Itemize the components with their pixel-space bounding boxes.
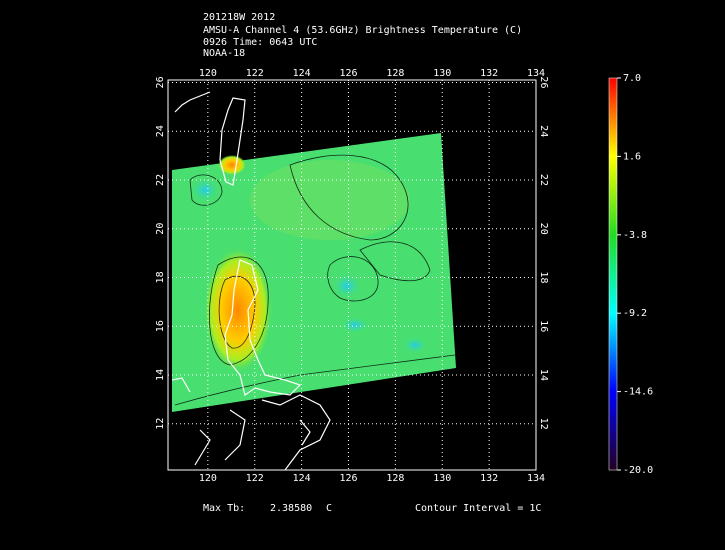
- y-tick-label: 24: [538, 125, 549, 137]
- coastline: [224, 259, 302, 396]
- x-tick-label: 134: [527, 473, 545, 484]
- colorbar-label: -9.2: [623, 308, 647, 319]
- header: 201218W 2012 AMSU-A Channel 4 (53.6GHz) …: [203, 12, 522, 59]
- y-tick-label: 16: [538, 320, 549, 332]
- data-field: [172, 133, 456, 412]
- coastline: [219, 97, 246, 186]
- colorbar-label: -14.6: [623, 387, 653, 398]
- y-tick-label: 20: [538, 223, 549, 235]
- x-tick-label: 124: [293, 68, 311, 79]
- contour-interval: Contour Interval = 1C: [415, 503, 541, 514]
- contour: [327, 256, 379, 302]
- max-unit: C: [326, 503, 332, 514]
- colorbar-labels: 7.0 1.6 -3.8 -9.2 -14.6 -20.0: [617, 73, 653, 476]
- y-tick-label: 26: [155, 76, 166, 88]
- cold-patch: [191, 178, 219, 202]
- x-tick-label: 126: [339, 473, 357, 484]
- max-value: 2.38580: [270, 503, 312, 514]
- cold-patch: [333, 274, 361, 298]
- x-tick-label: 120: [199, 68, 217, 79]
- cold-patch: [341, 317, 369, 333]
- header-line: NOAA-18: [203, 48, 245, 59]
- contour: [208, 256, 269, 366]
- x-tick-label: 122: [246, 473, 264, 484]
- coastline: [194, 394, 331, 470]
- colorbar: [608, 77, 618, 471]
- y-tick-label: 18: [155, 271, 166, 283]
- axis-labels: 120 120 122 122 124 124 126 126 128 128 130 130 132 1…: [155, 68, 549, 484]
- x-tick-label: 122: [246, 68, 264, 79]
- header-line: 201218W 2012: [203, 12, 275, 23]
- y-tick-label: 12: [538, 418, 549, 430]
- coastline: [171, 377, 311, 446]
- y-tick-label: 14: [155, 369, 166, 381]
- x-tick-label: 124: [293, 473, 311, 484]
- x-tick-label: 130: [433, 473, 451, 484]
- warm-core: [204, 248, 272, 372]
- contour: [218, 275, 256, 349]
- x-tick-label: 128: [386, 473, 404, 484]
- y-tick-label: 20: [155, 223, 166, 235]
- y-tick-label: 14: [538, 369, 549, 381]
- contour: [359, 241, 431, 282]
- contour: [289, 154, 409, 241]
- colorbar-label: 1.6: [623, 151, 641, 162]
- header-line: 0926 Time: 0643 UTC: [203, 37, 317, 48]
- x-tick-label: 134: [527, 68, 545, 79]
- colorbar-label: 7.0: [623, 73, 641, 84]
- x-tick-label: 132: [480, 473, 498, 484]
- cold-patch: [403, 337, 427, 353]
- max-label: Max Tb:: [203, 503, 245, 514]
- x-tick-label: 130: [433, 68, 451, 79]
- coastline: [174, 91, 211, 113]
- contour: [189, 174, 223, 206]
- coastlines: [171, 91, 331, 470]
- y-tick-label: 26: [538, 76, 549, 88]
- y-tick-label: 16: [155, 320, 166, 332]
- colorbar-label: -20.0: [623, 465, 653, 476]
- warm-patch: [218, 155, 246, 175]
- map-frame: [167, 79, 537, 471]
- y-tick-label: 22: [155, 174, 166, 186]
- y-tick-label: 18: [538, 271, 549, 283]
- field-patch: [250, 160, 410, 240]
- header-line: AMSU-A Channel 4 (53.6GHz) Brightness Te…: [203, 25, 522, 36]
- x-tick-label: 126: [339, 68, 357, 79]
- y-tick-label: 12: [155, 418, 166, 430]
- y-tick-label: 22: [538, 174, 549, 186]
- x-tick-label: 120: [199, 473, 217, 484]
- footer: Max Tb: 2.38580 C Contour Interval = 1C: [203, 503, 541, 514]
- colorbar-label: -3.8: [623, 230, 647, 241]
- x-tick-label: 132: [480, 68, 498, 79]
- y-tick-label: 24: [155, 125, 166, 137]
- x-tick-label: 128: [386, 68, 404, 79]
